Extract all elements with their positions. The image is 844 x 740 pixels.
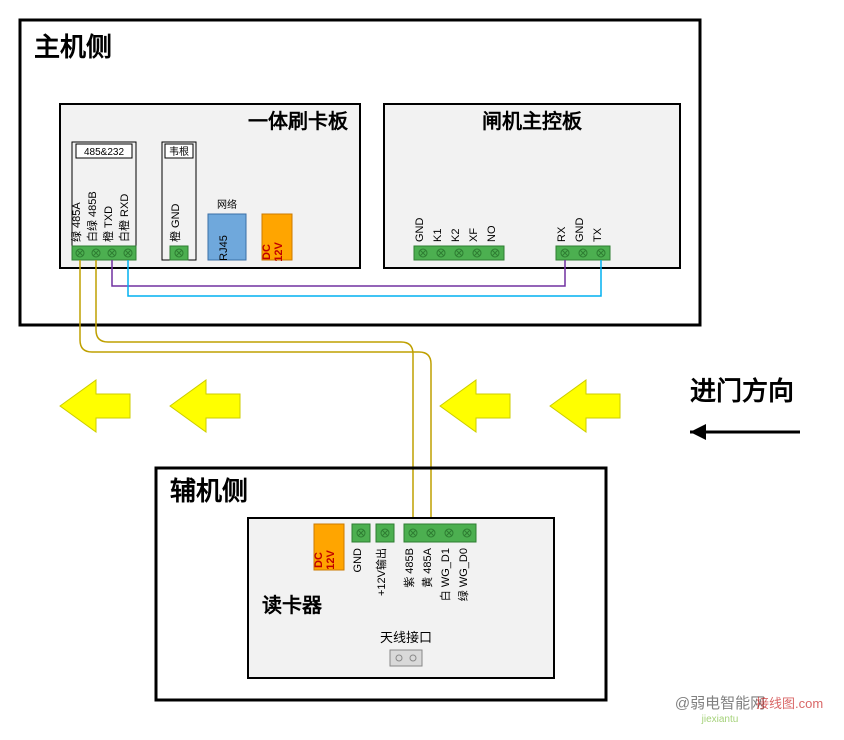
t-485a: 绿 485A (69, 202, 83, 242)
ga-2: K2 (450, 229, 462, 242)
direction-label: 进门方向 (690, 376, 794, 406)
gb-0: RX (556, 226, 568, 242)
ga-0: GND (414, 218, 426, 243)
r-485b: 紫 485B (403, 548, 416, 588)
r-12vout: +12V输出 (374, 548, 388, 596)
dc12v-r-l2: 12V (325, 550, 337, 570)
reader-title: 读卡器 (262, 593, 323, 617)
ga-1: K1 (432, 229, 444, 242)
aux-box-title: 辅机侧 (170, 476, 248, 506)
r-wgd0: 绿 WG_D0 (456, 548, 470, 601)
card-board-title: 一体刷卡板 (248, 109, 349, 133)
dc12v-card-l2: 12V (273, 242, 285, 262)
watermark-1: @弱电智能网 (675, 694, 765, 712)
watermark-2: jiexiantu (701, 714, 739, 725)
dc12v-card-l1: DC (261, 244, 273, 260)
t-txd: 橙 TXD (101, 206, 115, 242)
dc12v-r-l1: DC (313, 552, 325, 568)
rj45-label: RJ45 (218, 235, 230, 261)
gate-board-title: 闸机主控板 (482, 109, 583, 133)
watermark-3: 接线图.com (756, 696, 823, 711)
gb-2: TX (592, 227, 604, 242)
group-485-terminals (72, 246, 136, 260)
diagram-canvas: 主机侧 一体刷卡板 485&232 绿 485A 白绿 485B 橙 TXD 白… (0, 0, 844, 740)
t-485b: 白绿 485B (85, 191, 99, 242)
wire-olive-a (80, 260, 431, 524)
gb-1: GND (574, 218, 586, 243)
r-485a: 黄 485A (420, 547, 434, 587)
wire-olive-b (96, 260, 413, 524)
main-box-title: 主机侧 (34, 32, 112, 62)
group-wg-label: 韦根 (169, 145, 189, 158)
antenna-port (390, 650, 422, 666)
group-485-label: 485&232 (84, 147, 124, 158)
direction-arrowhead (690, 424, 706, 440)
rj45-top-label: 网络 (217, 198, 237, 211)
antenna-label: 天线接口 (380, 630, 432, 645)
r-wgd1: 白 WG_D1 (438, 548, 452, 601)
t-wg-gnd: 橙 GND (168, 203, 182, 242)
r-gnd: GND (352, 548, 364, 573)
direction-arrows (60, 380, 620, 432)
t-rxd: 白橙 RXD (117, 194, 131, 242)
ga-3: XF (468, 228, 480, 242)
ga-4: NO (486, 225, 498, 242)
